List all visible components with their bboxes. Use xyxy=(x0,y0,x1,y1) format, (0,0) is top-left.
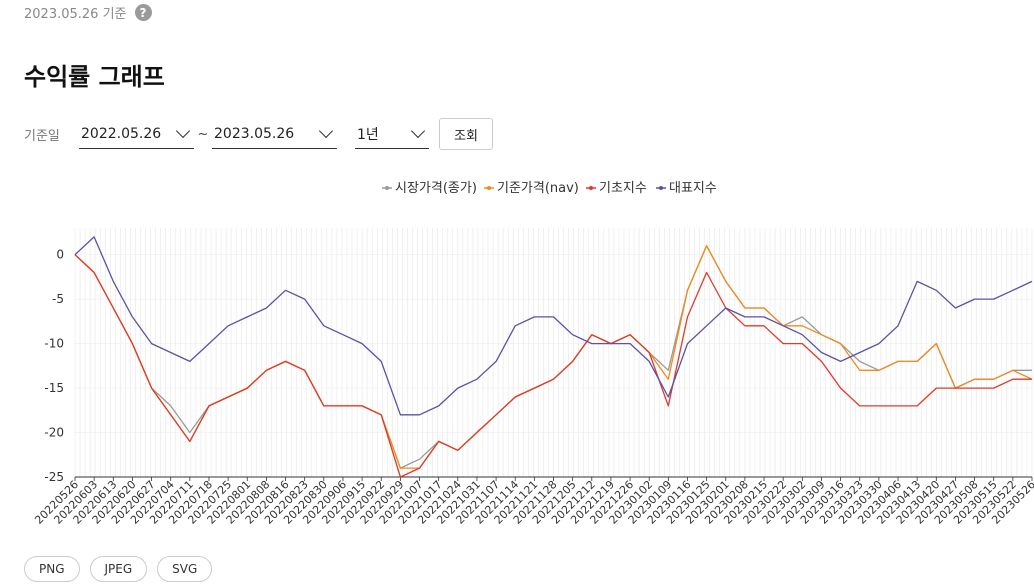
start-date-value: 2022.05.26 xyxy=(81,125,162,142)
start-date-select[interactable]: 2022.05.26 xyxy=(79,119,194,149)
export-jpeg-button[interactable]: JPEG xyxy=(89,556,148,582)
query-button[interactable]: 조회 xyxy=(439,118,493,150)
legend-marker-dot xyxy=(487,186,491,190)
legend-marker-dot xyxy=(385,186,389,190)
y-tick-label: -25 xyxy=(44,470,64,484)
date-filter: 기준일 2022.05.26 ~ 2023.05.26 1년 조회 xyxy=(24,118,493,150)
legend-label: 기초지수 xyxy=(599,181,647,196)
help-icon[interactable]: ? xyxy=(134,4,152,21)
return-chart: 0-5-10-15-20-252022052620220603202206132… xyxy=(32,181,1034,527)
legend-label: 시장가격(종가) xyxy=(395,181,477,196)
export-buttons: PNG JPEG SVG xyxy=(24,556,213,582)
end-date-value: 2023.05.26 xyxy=(214,125,295,142)
base-date-line: 2023.05.26 기준 ? xyxy=(24,3,152,22)
end-date-select[interactable]: 2023.05.26 xyxy=(212,119,337,149)
series-line-3 xyxy=(74,254,1032,478)
legend-marker-dot xyxy=(659,186,663,190)
page-title: 수익률 그래프 xyxy=(24,63,165,91)
chevron-down-icon xyxy=(318,123,334,139)
export-png-button[interactable]: PNG xyxy=(24,556,80,582)
legend-label: 기준가격(nav) xyxy=(497,181,579,196)
export-svg-button[interactable]: SVG xyxy=(157,556,213,582)
y-tick-label: -5 xyxy=(52,292,64,306)
period-value: 1년 xyxy=(357,126,379,143)
chevron-down-icon xyxy=(410,123,426,139)
date-separator: ~ xyxy=(197,126,209,142)
y-tick-label: -15 xyxy=(44,381,64,395)
y-tick-label: -20 xyxy=(44,426,64,440)
legend-marker-dot xyxy=(589,186,593,190)
series-line-4 xyxy=(74,236,1033,416)
legend-label: 대표지수 xyxy=(669,181,717,196)
period-select[interactable]: 1년 xyxy=(355,119,429,149)
base-date-text: 2023.05.26 기준 xyxy=(24,7,127,22)
chevron-down-icon xyxy=(175,123,191,139)
y-tick-label: 0 xyxy=(56,248,64,262)
y-tick-label: -10 xyxy=(44,337,64,351)
filter-label: 기준일 xyxy=(24,128,60,144)
